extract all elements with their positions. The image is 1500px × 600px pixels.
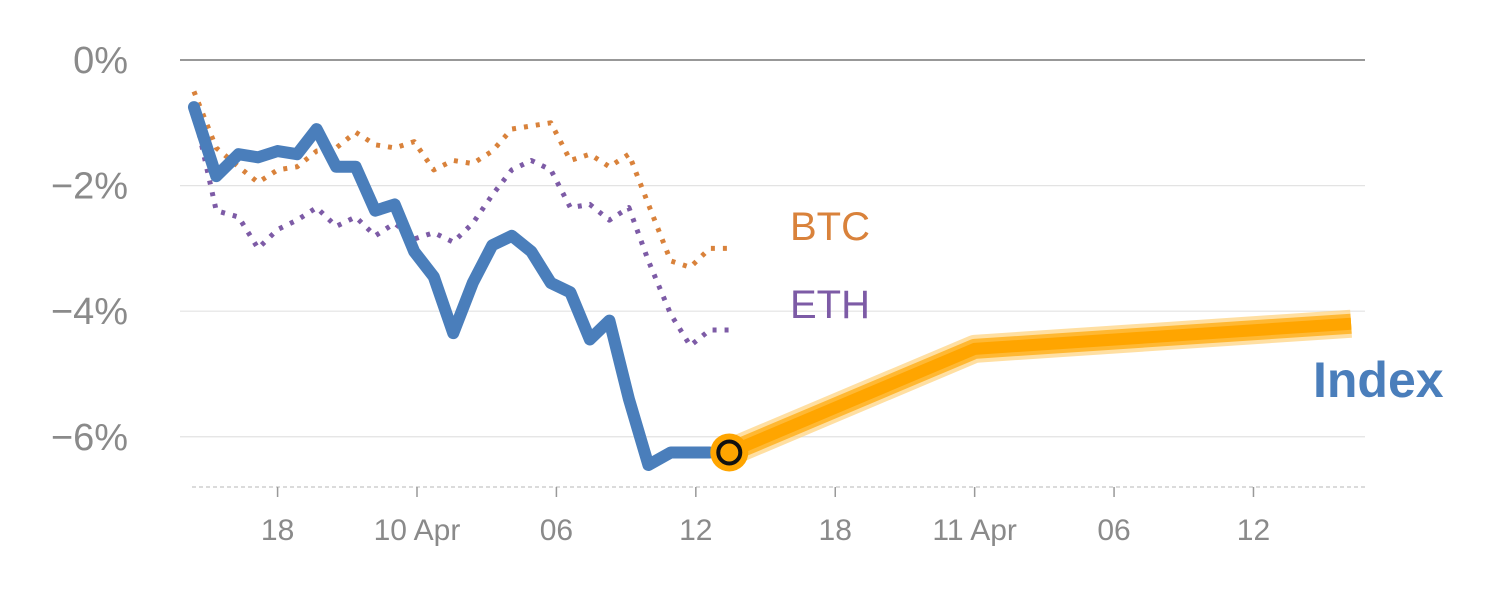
eth-series-label: ETH <box>790 283 870 327</box>
current-point-marker <box>716 439 743 466</box>
y-axis: 0% −2% −4% −6% <box>51 40 128 459</box>
x-tick-label: 12 <box>679 514 712 547</box>
y-tick-label: 0% <box>73 40 128 82</box>
x-tick-label: 12 <box>1237 514 1270 547</box>
grid-lines <box>180 59 1365 438</box>
x-tick-label: 10 Apr <box>374 514 461 547</box>
y-tick-label: −4% <box>51 291 128 333</box>
btc-series-line <box>191 90 730 270</box>
forecast-band-line <box>726 317 1352 458</box>
x-tick-label: 18 <box>819 514 852 547</box>
x-axis: 18 10 Apr 06 12 18 11 Apr 06 12 <box>192 486 1365 547</box>
series-lines <box>187 90 1352 472</box>
x-tick-label: 06 <box>540 514 573 547</box>
x-tick-label: 06 <box>1097 514 1130 547</box>
x-tick-label: 18 <box>261 514 294 547</box>
x-tick-label: 11 Apr <box>932 514 1017 547</box>
index-series-label: Index <box>1313 352 1444 408</box>
y-tick-label: −6% <box>51 417 128 459</box>
index-series-line <box>187 101 716 472</box>
y-tick-label: −2% <box>51 166 128 208</box>
btc-series-label: BTC <box>790 205 870 249</box>
